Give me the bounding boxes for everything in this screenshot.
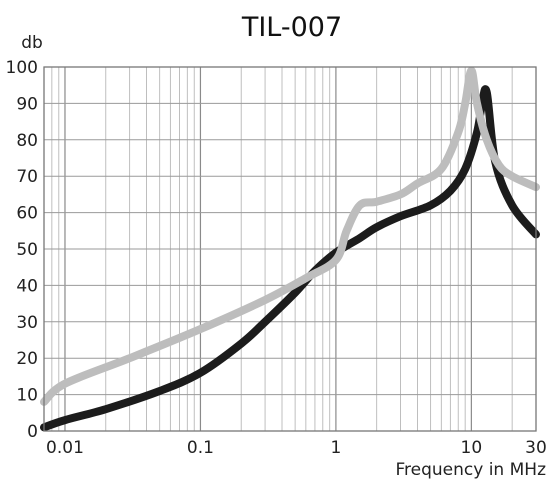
y-tick-label: 10 [16, 386, 38, 406]
x-tick-label: 0.1 [187, 438, 214, 458]
plot-frame [43, 66, 537, 432]
x-tick-label: 1 [330, 438, 341, 458]
y-tick-label: 30 [16, 313, 38, 333]
x-tick-label: 30 [525, 438, 547, 458]
series-layer [40, 66, 540, 432]
y-axis-label: db [21, 33, 43, 53]
chart-title: TIL-007 [241, 12, 342, 43]
y-tick-label: 0 [27, 422, 38, 442]
y-tick-label: 60 [16, 204, 38, 224]
x-tick-labels: 0.01 0.1 1 10 30 [46, 438, 547, 458]
y-tick-labels: 0 10 20 30 40 50 60 70 80 90 100 [6, 58, 38, 442]
y-tick-label: 40 [16, 276, 38, 296]
y-tick-label: 80 [16, 131, 38, 151]
y-tick-label: 20 [16, 349, 38, 369]
y-tick-label: 70 [16, 167, 38, 187]
series-line-1 [40, 85, 540, 432]
plot-area-border [43, 66, 537, 432]
y-tick-label: 50 [16, 240, 38, 260]
x-tick-label: 0.01 [46, 438, 84, 458]
series-line-2 [40, 66, 540, 406]
y-tick-label: 90 [16, 94, 38, 114]
x-axis-label: Frequency in MHz [395, 460, 546, 480]
x-tick-label: 10 [461, 438, 483, 458]
y-tick-label: 100 [6, 58, 38, 78]
